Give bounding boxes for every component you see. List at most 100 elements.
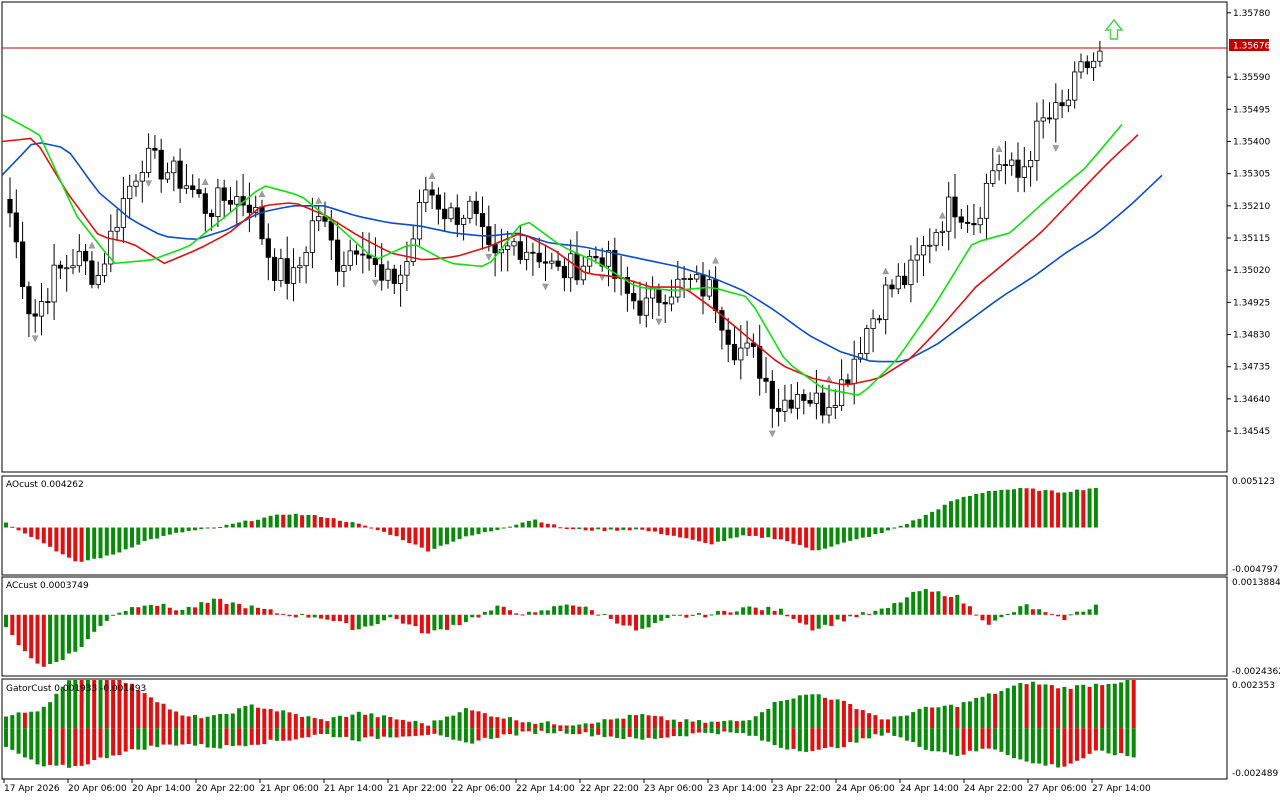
histogram-bar: [904, 524, 909, 528]
bull-candle: [397, 274, 404, 284]
gator-lower-bar: [211, 728, 216, 748]
bear-candle: [353, 250, 360, 255]
histogram-bar: [539, 610, 544, 615]
histogram-bar: [193, 527, 197, 531]
histogram-bar: [180, 527, 185, 533]
histogram-bar: [911, 520, 916, 528]
gator-lower-bar: [22, 728, 27, 758]
histogram-bar: [1068, 614, 1073, 616]
bull-candle: [738, 347, 744, 361]
histogram-bar: [356, 614, 361, 630]
time-tick-label: 21 Apr 22:00: [388, 784, 447, 794]
bear-candle: [221, 187, 227, 201]
histogram-bar: [558, 527, 563, 529]
gator-upper-bar: [67, 680, 71, 729]
bear-candle: [7, 198, 13, 214]
histogram-bar: [734, 527, 739, 538]
histogram-bar: [224, 524, 229, 528]
histogram-bar: [224, 604, 229, 615]
bull-candle: [549, 260, 555, 264]
gator-upper-bar: [400, 719, 405, 729]
bear-candle: [713, 279, 719, 311]
gator-lower-bar: [646, 728, 651, 738]
histogram-bar: [829, 527, 834, 547]
histogram-bar: [848, 614, 853, 617]
bear-candle: [360, 253, 366, 256]
gator-lower-bar: [256, 728, 260, 745]
gator-lower-bar: [804, 728, 809, 752]
histogram-bar: [514, 524, 519, 528]
fractal-down-icon: [542, 283, 549, 291]
gator-lower-bar: [438, 728, 443, 736]
histogram-bar: [671, 527, 676, 536]
histogram-bar: [274, 514, 279, 528]
histogram-bar: [85, 527, 90, 561]
gator-lower-bar: [583, 728, 588, 733]
histogram-bar: [583, 527, 588, 531]
gator-lower-bar: [520, 728, 525, 732]
gator-lower-bar: [1024, 728, 1029, 762]
histogram-bar: [29, 614, 34, 659]
ao-indicator-panel[interactable]: [1, 475, 1228, 576]
bull-candle: [1053, 102, 1059, 120]
time-tick-label: 23 Apr 06:00: [644, 784, 703, 794]
histogram-bar: [136, 607, 141, 615]
ac-indicator-panel[interactable]: [1, 576, 1228, 677]
histogram-bar: [930, 591, 935, 615]
gator-lower-bar: [993, 728, 998, 750]
histogram-bar: [665, 527, 670, 536]
ao-label: AOcust 0.004262: [6, 480, 84, 490]
histogram-bar: [974, 493, 979, 528]
histogram-bar: [268, 609, 273, 615]
gator-upper-bar: [640, 714, 645, 729]
histogram-bar: [407, 527, 412, 543]
histogram-bar: [678, 527, 683, 538]
histogram-bar: [923, 514, 928, 528]
gator-upper-bar: [375, 717, 380, 729]
gator-indicator-panel[interactable]: [1, 678, 1228, 780]
histogram-bar: [1049, 613, 1054, 615]
histogram-bar: [104, 614, 109, 621]
gator-lower-bar: [627, 728, 632, 737]
bear-candle: [1002, 164, 1009, 166]
histogram-bar: [634, 614, 638, 631]
gator-lower-bar: [463, 728, 468, 743]
bull-candle: [416, 202, 423, 240]
bull-candle: [939, 230, 946, 233]
histogram-bar: [797, 614, 802, 623]
gator-lower-bar: [29, 728, 34, 760]
price-axis: 1.35780 1.35590 1.35495 1.35400 1.35305 1.352…: [1227, 9, 1270, 437]
histogram-bar: [186, 606, 191, 615]
gator-lower-bar: [659, 728, 664, 739]
gator-lower-bar: [476, 728, 481, 741]
histogram-bar: [596, 614, 601, 616]
current-price-label: 1.35676: [1233, 42, 1270, 52]
gator-lower-bar: [722, 728, 727, 732]
histogram-bar: [60, 614, 65, 661]
gator-upper-bar: [1093, 683, 1098, 729]
gator-upper-bar: [753, 716, 758, 729]
gator-upper-bar: [974, 697, 979, 729]
gator-lower-bar: [92, 728, 97, 761]
bull-candle: [108, 230, 114, 265]
histogram-bar: [293, 614, 298, 618]
fractal-down-icon: [768, 430, 776, 438]
time-tick-label: 27 Apr 14:00: [1092, 784, 1151, 794]
gator-lower-bar: [615, 728, 620, 739]
histogram-bar: [1005, 489, 1010, 528]
bear-candle: [83, 250, 89, 262]
gator-lower-bar: [571, 728, 575, 735]
histogram-bar: [337, 520, 342, 528]
gator-upper-bar: [325, 721, 330, 729]
gator-lower-bar: [375, 728, 380, 739]
gator-lower-bar: [155, 728, 160, 748]
gator-upper-bar: [621, 718, 626, 729]
gator-upper-bar: [482, 713, 487, 729]
histogram-bar: [1024, 488, 1029, 528]
time-tick-label: 22 Apr 22:00: [580, 784, 639, 794]
histogram-bar: [400, 614, 405, 624]
main-price-panel[interactable]: [1, 1, 1228, 473]
bear-candle: [152, 147, 158, 151]
